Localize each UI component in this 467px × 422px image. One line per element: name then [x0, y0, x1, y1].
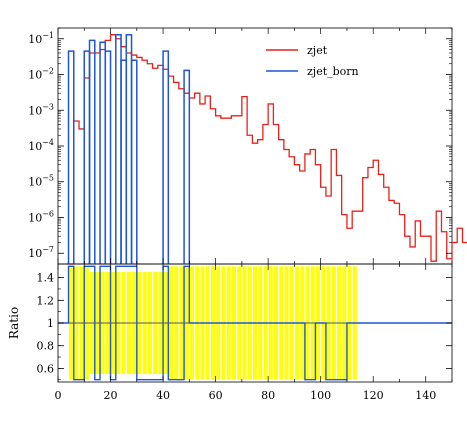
series-zjet-born-bin: [125, 33, 133, 264]
y-tick-label: 10−1: [28, 31, 54, 46]
x-tick-label: 80: [261, 389, 275, 402]
ratio-y-tick-label: 1: [47, 317, 54, 330]
ratio-y-axis-title: Ratio: [7, 307, 21, 339]
series-zjet-born-bin: [162, 50, 170, 264]
legend: zjet zjet_born: [266, 44, 359, 78]
y-tick-label: 10−4: [28, 138, 54, 153]
x-tick-label: 100: [310, 389, 331, 402]
legend-label-zjet: zjet: [307, 44, 328, 57]
y-tick-label: 10−2: [28, 67, 54, 82]
y-tick-label: 10−7: [28, 245, 54, 260]
y-tick-label: 10−3: [28, 102, 54, 117]
series-zjet-born-bin: [120, 59, 128, 264]
series-zjet-born-bin: [130, 59, 138, 264]
series-zjet-born-bin: [88, 39, 96, 264]
series-zjet-born-bin: [67, 50, 75, 264]
series-zjet-born-bin: [104, 50, 112, 264]
ratio-plot-area: [58, 265, 452, 381]
ratio-panel: 0.6 0.8 1 1.2 1.4 0 20 40 60 80 100 120 140 Ratio: [7, 263, 453, 402]
x-tick-label: 20: [104, 389, 118, 402]
ratio-y-tick-label: 1.2: [37, 294, 55, 307]
main-panel: 10−7 10−6 10−5 10−4 10−3 10−2 10−1 zjet zjet_b…: [28, 27, 467, 265]
x-tick-label: 140: [415, 389, 436, 402]
x-tick-label: 120: [363, 389, 384, 402]
x-tick-label: 40: [156, 389, 170, 402]
main-plot-frame: [57, 27, 453, 265]
y-tick-label: 10−5: [28, 174, 54, 189]
x-tick-label: 60: [209, 389, 223, 402]
main-y-axis: 10−7 10−6 10−5 10−4 10−3 10−2 10−1: [28, 27, 452, 260]
y-tick-label: 10−6: [28, 209, 54, 224]
series-zjet-born-bin: [83, 50, 91, 264]
main-x-axis-ticks: [57, 28, 453, 264]
ratio-zjet-born-line: [58, 265, 452, 381]
ratio-y-tick-label: 0.8: [37, 340, 55, 353]
main-plot-area: [67, 33, 467, 265]
ratio-x-axis: 0 20 40 60 80 100 120 140: [55, 264, 453, 402]
ratio-y-tick-label: 1.4: [37, 272, 55, 285]
series-zjet-born-bin: [115, 33, 122, 264]
ratio-y-tick-label: 0.6: [37, 362, 55, 375]
ratio-y-axis: 0.6 0.8 1 1.2 1.4: [37, 272, 452, 381]
x-tick-label: 0: [55, 389, 62, 402]
series-zjet-born-bin: [183, 69, 191, 264]
series-zjet-born-bin: [99, 41, 107, 264]
legend-label-zjet-born: zjet_born: [307, 65, 359, 78]
series-zjet-line: [68, 34, 467, 265]
